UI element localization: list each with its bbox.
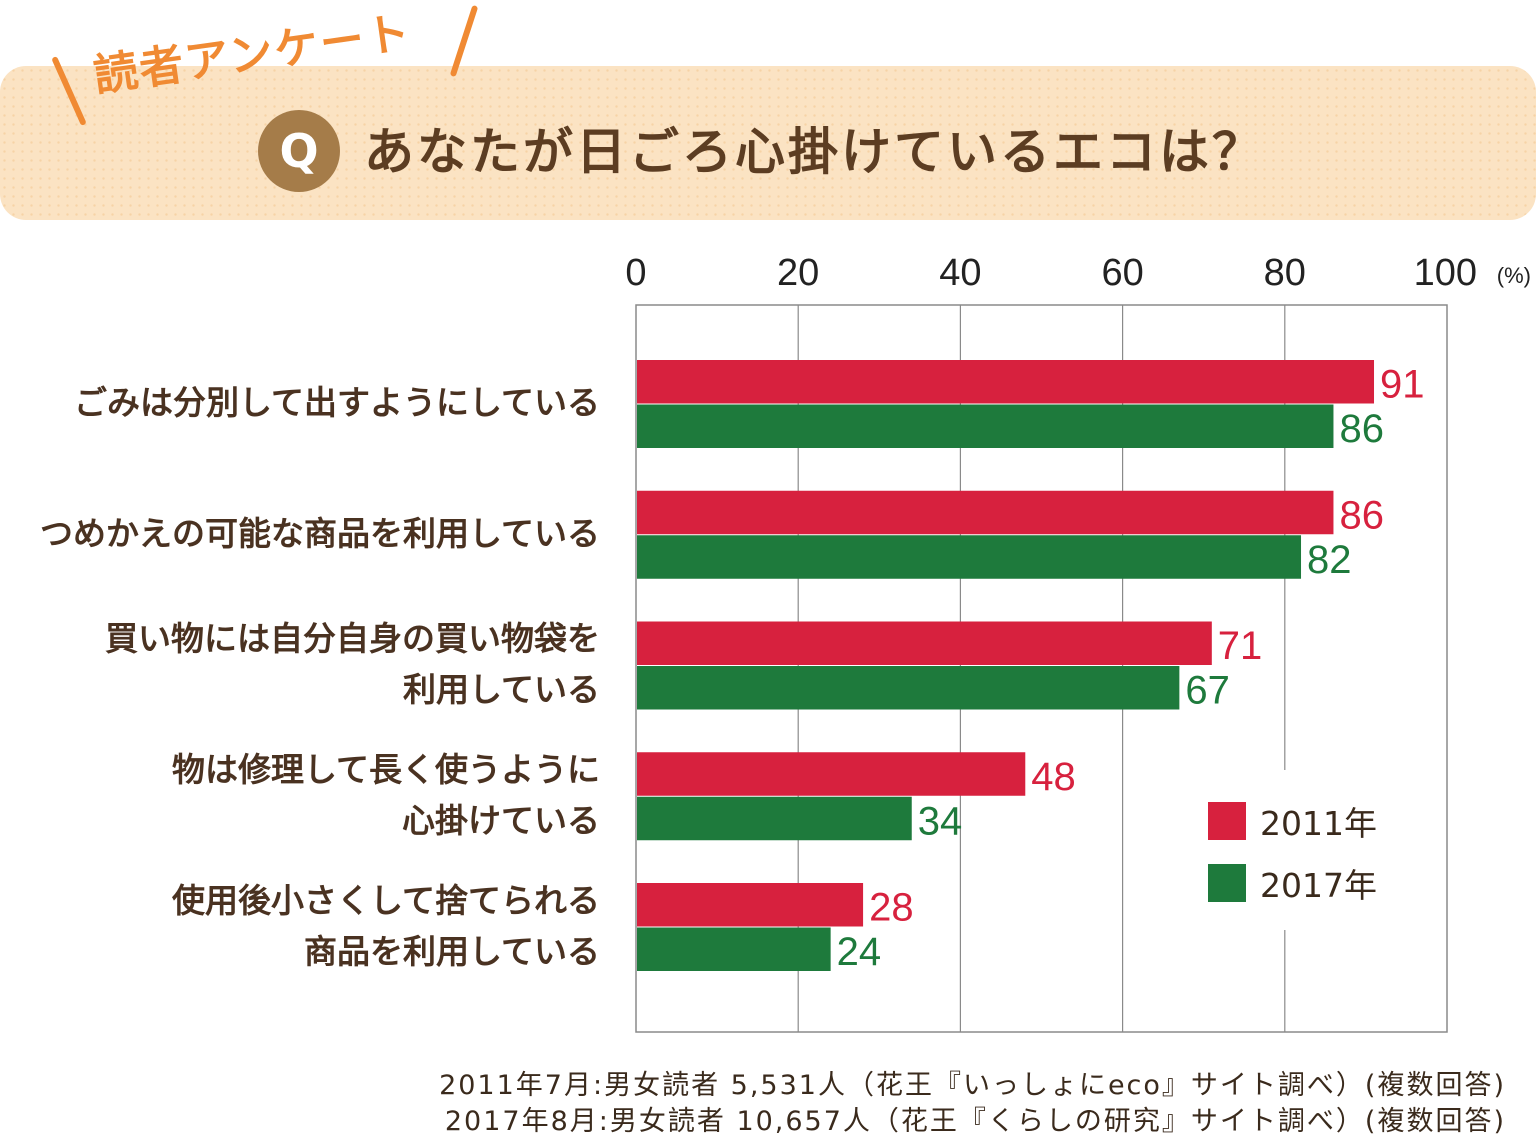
data-label: 71 (1218, 624, 1263, 668)
category-label: 使用後小さくして捨てられる 商品を利用している (171, 880, 600, 971)
x-tick-label: 60 (1101, 252, 1143, 294)
question-badge-icon: Q (258, 110, 340, 192)
data-label: 67 (1185, 669, 1230, 713)
bar-2011 (637, 752, 1026, 796)
bar-2017 (637, 927, 831, 971)
legend-item: 2017年 (1208, 864, 1377, 905)
x-tick-label: 20 (777, 252, 819, 294)
legend-swatch (1208, 864, 1246, 902)
x-tick-label: 80 (1264, 252, 1306, 294)
bar-2017 (637, 404, 1334, 448)
category-label: 買い物には自分自身の買い物袋を 利用している (105, 619, 600, 709)
bar-2011 (637, 621, 1212, 665)
legend-label: 2011年 (1260, 804, 1377, 843)
footnote-2017: 2017年8月:男女読者 10,657人（花王『くらしの研究』サイト調べ）(複数… (444, 1106, 1506, 1137)
legend-label: 2017年 (1260, 866, 1377, 905)
x-tick-label: 100 (1414, 252, 1477, 294)
data-label: 24 (837, 930, 882, 974)
data-label: 34 (918, 799, 963, 843)
question-title: あなたが日ごろ心掛けているエコは？ (364, 123, 1265, 181)
bar-2011 (637, 360, 1375, 404)
data-label: 28 (869, 886, 914, 930)
legend-item: 2011年 (1208, 802, 1377, 843)
data-label: 82 (1307, 538, 1352, 582)
data-label: 48 (1031, 755, 1076, 799)
category-label: 物は修理して長く使うように 心掛けている (171, 749, 600, 840)
category-label: つめかえの可能な商品を利用している (39, 513, 600, 553)
bar-2017 (637, 535, 1302, 579)
x-tick-label: 0 (625, 252, 646, 294)
data-label: 86 (1339, 493, 1384, 537)
footnote-2011: 2011年7月:男女読者 5,531人（花王『いっしょにeco』サイト調べ）(複… (439, 1070, 1506, 1101)
data-label: 86 (1339, 407, 1384, 451)
legend (1190, 770, 1400, 930)
x-axis-unit: (%) (1497, 263, 1531, 288)
bar-2011 (637, 490, 1334, 535)
bar-2017 (637, 666, 1180, 710)
bar-2017 (637, 796, 912, 841)
data-label: 91 (1380, 363, 1425, 407)
bar-2011 (637, 883, 864, 927)
header-banner (0, 66, 1536, 220)
legend-swatch (1208, 802, 1246, 840)
category-label: ごみは分別して出すようにしている (73, 383, 600, 422)
x-tick-label: 40 (939, 252, 981, 294)
